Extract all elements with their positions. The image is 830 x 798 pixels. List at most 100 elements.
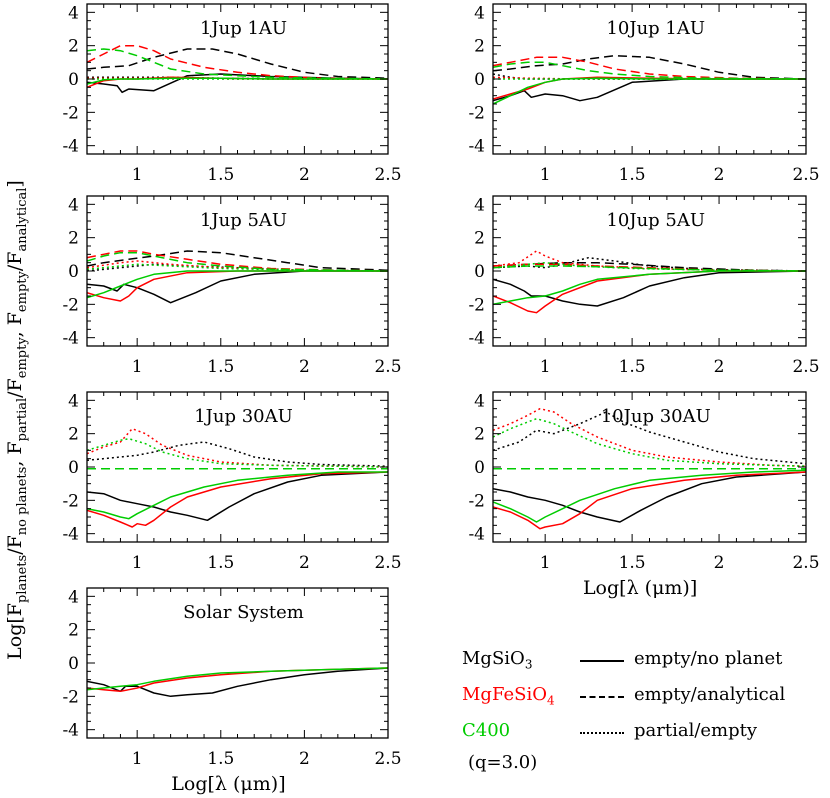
x-tick-label: 2 xyxy=(299,165,310,185)
legend-row-2: MgFeSiO4 empty/analytical xyxy=(462,684,827,710)
x-tick-label: 1 xyxy=(132,553,143,573)
series-c400-solid xyxy=(493,77,806,105)
series-mgfesio4-dotted xyxy=(493,250,806,272)
y-tick-label: 4 xyxy=(68,587,79,607)
x-tick-label: 1 xyxy=(540,553,551,573)
x-tick-label: 1 xyxy=(540,357,551,377)
panel-2: 1 1.5 2 2.5 4 2 0 -2 -4 10Jup 1AU xyxy=(468,3,819,185)
y-tick-label: 2 xyxy=(68,229,79,249)
legend-style-empty-analytical: empty/analytical xyxy=(634,684,786,705)
series-mgsio3-solid xyxy=(493,78,806,102)
panel-7: 1 1.5 2 2.5 4 2 0 -2 -4 Solar System Log[λ (μm)] xyxy=(62,587,401,795)
series-mgfesio4-dashed xyxy=(87,250,388,272)
panel-7-series xyxy=(87,667,388,698)
legend-material-mgsio3: MgSiO3 xyxy=(462,648,533,672)
y-tick-label: 0 xyxy=(68,654,79,674)
y-tick-label: -4 xyxy=(62,721,79,741)
series-mgsio3-solid xyxy=(87,270,388,304)
y-tick-label: 4 xyxy=(474,3,485,23)
series-c400-solid xyxy=(87,667,388,691)
panel-title: 1Jup 1AU xyxy=(200,18,287,39)
y-tick-label: 4 xyxy=(68,3,79,23)
x-tick-label: 2 xyxy=(299,749,310,769)
panel-3: 1 1.5 2 2.5 4 2 0 -2 -4 1Jup 5AU xyxy=(62,195,401,377)
x-tick-label: 2.5 xyxy=(792,553,819,573)
panel-1-series xyxy=(87,44,388,94)
series-c400-solid xyxy=(493,270,806,306)
series-c400-solid xyxy=(87,270,388,299)
series-mgfesio4-dotted xyxy=(87,427,388,468)
y-tick-label: -4 xyxy=(468,329,485,349)
y-tick-label: -2 xyxy=(468,491,485,511)
legend-row-3: C400 partial/empty xyxy=(462,720,827,746)
x-tick-label: 2 xyxy=(714,553,725,573)
y-tick-label: -2 xyxy=(62,687,79,707)
x-tick-label: 2 xyxy=(714,357,725,377)
series-mgsio3-solid xyxy=(87,471,388,522)
x-tick-label: 1.5 xyxy=(619,553,646,573)
series-c400-dashed xyxy=(87,251,388,272)
y-tick-label: 0 xyxy=(474,458,485,478)
panel-title: 10Jup 30AU xyxy=(601,406,711,427)
y-tick-label: -4 xyxy=(62,525,79,545)
y-tick-label: 4 xyxy=(68,391,79,411)
panel-2-series xyxy=(493,54,806,105)
legend-dotted-line xyxy=(580,732,624,734)
x-axis-label: Log[λ (μm)] xyxy=(171,773,285,795)
panel-6-series xyxy=(493,407,806,530)
series-c400-solid xyxy=(493,469,806,523)
y-tick-label: 0 xyxy=(474,70,485,90)
legend-material-c400: C400 xyxy=(462,720,511,741)
y-tick-label: 4 xyxy=(68,195,79,215)
panel-3-series xyxy=(87,250,388,304)
panel-5: 1 1.5 2 2.5 4 2 0 -2 -4 1Jup 30AU xyxy=(62,391,401,573)
series-c400-dotted xyxy=(87,437,388,468)
y-tick-label: -2 xyxy=(468,295,485,315)
y-tick-label: 0 xyxy=(68,70,79,90)
panel-1: 1 1.5 2 2.5 4 2 0 -2 -4 1Jup 1AU xyxy=(62,3,401,185)
x-tick-label: 1.5 xyxy=(619,357,646,377)
y-tick-label: 2 xyxy=(68,621,79,641)
legend-material-mgfesio4: MgFeSiO4 xyxy=(462,684,555,708)
panel-title: 1Jup 5AU xyxy=(200,210,287,231)
x-tick-label: 1 xyxy=(132,165,143,185)
x-tick-label: 2 xyxy=(714,165,725,185)
y-tick-label: -4 xyxy=(62,329,79,349)
series-mgfesio4-solid xyxy=(493,471,806,530)
x-tick-label: 2.5 xyxy=(792,165,819,185)
series-c400-dotted xyxy=(493,417,806,467)
y-tick-label: -4 xyxy=(468,137,485,157)
y-tick-label: 0 xyxy=(68,458,79,478)
series-mgsio3-solid xyxy=(493,471,806,523)
y-tick-label: -2 xyxy=(468,103,485,123)
series-c400-solid xyxy=(87,471,388,520)
y-axis-label-text: Log[Fplanets/Fno planets, Fpartial/Fempt… xyxy=(4,180,30,660)
y-tick-label: -4 xyxy=(62,137,79,157)
legend-solid-line xyxy=(580,660,624,662)
x-tick-label: 2.5 xyxy=(374,165,401,185)
panel-title: 10Jup 5AU xyxy=(606,210,705,231)
legend: MgSiO3 empty/no planet MgFeSiO4 empty/an… xyxy=(462,648,827,798)
x-axis-label: Log[λ (μm)] xyxy=(583,577,697,599)
series-mgsio3-dashed xyxy=(87,250,388,271)
panel-title: 1Jup 30AU xyxy=(194,406,293,427)
panel-title: 10Jup 1AU xyxy=(606,18,705,39)
x-tick-label: 1 xyxy=(540,165,551,185)
y-tick-label: 4 xyxy=(474,195,485,215)
panel-5-series xyxy=(87,427,388,528)
y-tick-label: 4 xyxy=(474,391,485,411)
y-tick-label: -4 xyxy=(468,525,485,545)
series-mgsio3-dotted xyxy=(493,256,806,272)
x-tick-label: 2.5 xyxy=(792,357,819,377)
panel-title: Solar System xyxy=(183,602,304,623)
x-tick-label: 2.5 xyxy=(374,553,401,573)
series-mgfesio4-dashed xyxy=(87,44,388,80)
panel-4: 1 1.5 2 2.5 4 2 0 -2 -4 10Jup 5AU xyxy=(468,195,819,377)
legend-dashed-line xyxy=(580,696,624,698)
x-tick-label: 1 xyxy=(132,357,143,377)
series-mgsio3-dashed xyxy=(87,48,388,79)
y-tick-label: 2 xyxy=(68,37,79,57)
y-tick-label: 2 xyxy=(68,425,79,445)
